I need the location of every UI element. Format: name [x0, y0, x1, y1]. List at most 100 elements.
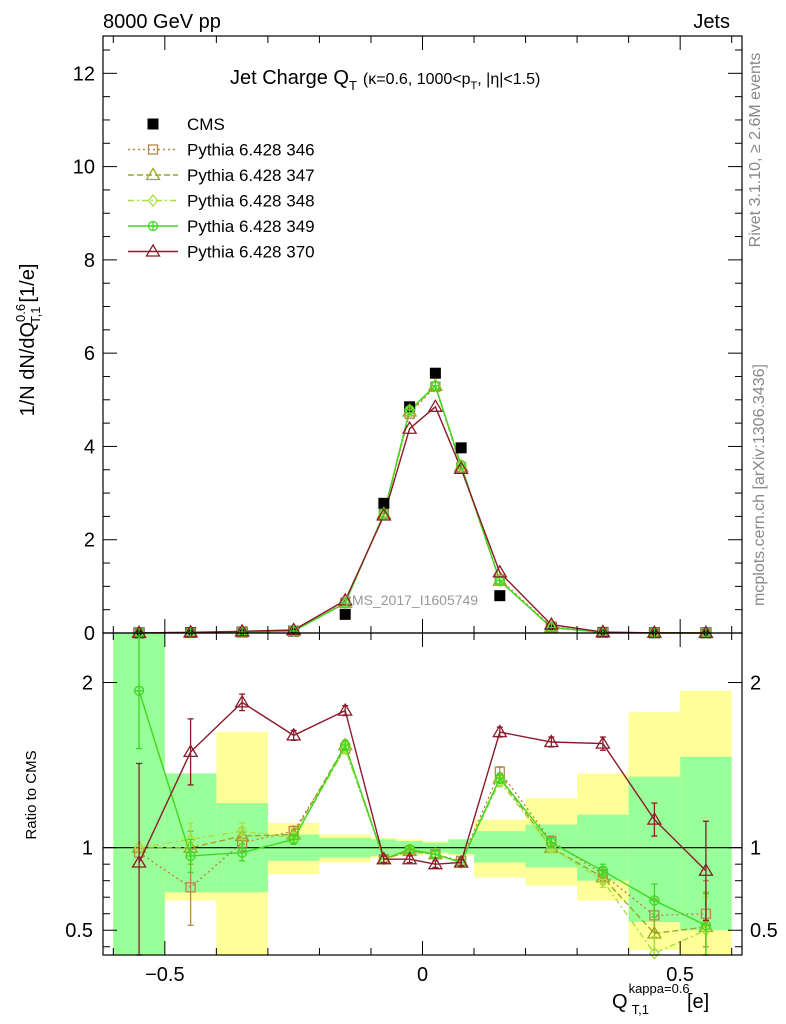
ratio-xtick-label--0.5: −0.5 — [145, 964, 184, 986]
legend: CMS Pythia 6.428 346 Pythia 6.428 347 Pythi… — [128, 115, 315, 262]
ratio-line-p349 — [138, 690, 707, 926]
ratio-point-p349-9 — [494, 773, 505, 784]
ratio-point-p370-13 — [698, 863, 714, 876]
ratio-point-p348-11 — [597, 874, 609, 888]
main-point-p349-4-cross — [340, 598, 350, 608]
ratio-ytick-label-right-2: 2 — [750, 673, 761, 695]
ratio-point-p349-9-cross — [495, 773, 505, 783]
ratio-point-p348-4 — [339, 742, 351, 756]
legend-marker-p346 — [147, 144, 159, 155]
ratio-point-p349-4-cross — [340, 740, 350, 750]
ratio-point-p349-11 — [597, 865, 609, 876]
main-point-p348-4 — [339, 596, 351, 610]
main-point-p349-7 — [430, 380, 441, 391]
main-point-data-9 — [494, 590, 506, 602]
ratio-point-p349-3 — [288, 834, 299, 845]
ratio-xtick-label-0: 0 — [417, 964, 428, 986]
ratio-point-p370-1 — [182, 744, 199, 758]
ratio-ytick-label-1: 1 — [82, 838, 93, 860]
ratio-line-p346 — [138, 746, 706, 917]
ratio-ytick-label-0.5: 0.5 — [65, 920, 93, 942]
ratio-line-p348 — [138, 746, 707, 955]
ratio-point-p349-10 — [546, 837, 557, 848]
main-point-p370-8 — [453, 461, 469, 474]
band-inner-9 — [474, 831, 526, 863]
main-point-p349-2-cross — [237, 627, 247, 637]
main-series-layer — [131, 367, 714, 640]
ratio-point-p370-5 — [376, 851, 392, 865]
ratio-point-p348-12 — [649, 946, 660, 960]
main-point-p370-9 — [492, 564, 508, 578]
ratio-point-p347-2 — [234, 828, 250, 842]
main-point-p348-8 — [455, 459, 467, 473]
ratio-point-p349-3-cross — [289, 834, 299, 844]
main-ytick-label-4: 4 — [84, 436, 95, 458]
ratio-point-p349-0-cross — [134, 686, 144, 696]
main-point-p349-9 — [494, 575, 505, 586]
header-left: 8000 GeV pp — [103, 11, 221, 33]
ratio-point-p349-2-cross — [237, 848, 247, 858]
legend-label-p349: Pythia 6.428 349 — [187, 217, 315, 236]
legend-label-p348: Pythia 6.428 348 — [187, 192, 315, 211]
main-ytick-label-0: 0 — [84, 623, 95, 645]
legend-marker-p370 — [145, 243, 161, 257]
main-point-p348-7 — [430, 379, 441, 393]
ratio-point-p370-9 — [492, 724, 508, 738]
header-right: Jets — [693, 11, 730, 33]
main-point-data-7 — [429, 367, 441, 379]
ratio-ytick-label-right-1: 1 — [750, 838, 761, 860]
ratio-xlabel: Qkappa=0.6 T,1 [e] — [612, 981, 709, 1017]
ratio-point-p349-11-cross — [598, 866, 608, 876]
ratio-series-layer — [131, 632, 714, 960]
ratio-point-p370-6 — [401, 851, 418, 865]
main-point-p370-3 — [286, 622, 302, 636]
main-ytick-label-6: 6 — [84, 343, 95, 365]
ratio-point-p349-13 — [700, 920, 712, 931]
ratio-point-p370-10 — [543, 734, 559, 748]
ratio-point-p348-7 — [430, 847, 441, 861]
main-point-p370-2 — [234, 623, 250, 637]
ratio-point-p349-12-cross — [649, 896, 659, 906]
watermark: CMS_2017_I1605749 — [342, 592, 478, 608]
legend-marker-p349-cross — [148, 221, 158, 231]
main-line-p370 — [139, 405, 706, 634]
ratio-line-p370 — [138, 701, 707, 872]
ratio-ytick-label-2: 2 — [82, 673, 93, 695]
ratio-point-p348-6 — [404, 842, 415, 856]
ratio-point-p370-11 — [595, 735, 611, 749]
ratio-ylabel: Ratio to CMS — [23, 750, 40, 839]
titles-layer: Jet Charge QT (κ=0.6, 1000<pT, |η|<1.5) 1… — [13, 67, 709, 1017]
legend-marker-p349 — [147, 220, 159, 232]
main-point-p348-6 — [404, 403, 415, 417]
main-point-p370-6 — [401, 420, 418, 434]
main-ylabel: 1/N dN/dQ0.6T,1[1/e] — [13, 264, 43, 417]
main-point-p370-12 — [646, 624, 663, 638]
main-point-p370-10 — [543, 616, 559, 630]
main-ytick-label-12: 12 — [73, 63, 95, 85]
ratio-point-p370-0 — [131, 854, 147, 868]
ratio-point-p370-12 — [646, 811, 663, 825]
main-ytick-label-10: 10 — [73, 157, 95, 179]
main-point-p349-6-cross — [405, 405, 415, 415]
legend-marker-data — [147, 118, 159, 130]
ratio-ytick-label-right-0.5: 0.5 — [750, 920, 778, 942]
version-label: Rivet 3.1.10, ≥ 2.6M events — [747, 53, 764, 248]
legend-label-p370: Pythia 6.428 370 — [187, 243, 315, 262]
ratio-point-p370-8 — [453, 854, 469, 868]
ratio-point-p370-2 — [234, 694, 250, 708]
main-point-p349-9-cross — [495, 576, 505, 586]
legend-label-p346: Pythia 6.428 346 — [187, 141, 315, 160]
main-point-p348-5 — [378, 507, 390, 521]
source-label: mcplots.cern.ch [arXiv:1306.3436] — [751, 364, 768, 606]
main-point-data-8 — [455, 442, 467, 454]
main-title: Jet Charge QT (κ=0.6, 1000<pT, |η|<1.5) — [230, 67, 540, 93]
ratio-point-p370-7 — [427, 856, 444, 870]
main-point-data-4 — [339, 608, 351, 620]
main-point-p370-4 — [337, 592, 353, 606]
main-ytick-label-2: 2 — [84, 530, 95, 552]
main-point-p348-9 — [494, 574, 506, 588]
main-point-p370-7 — [427, 399, 444, 412]
ratio-point-p349-4 — [340, 740, 351, 751]
